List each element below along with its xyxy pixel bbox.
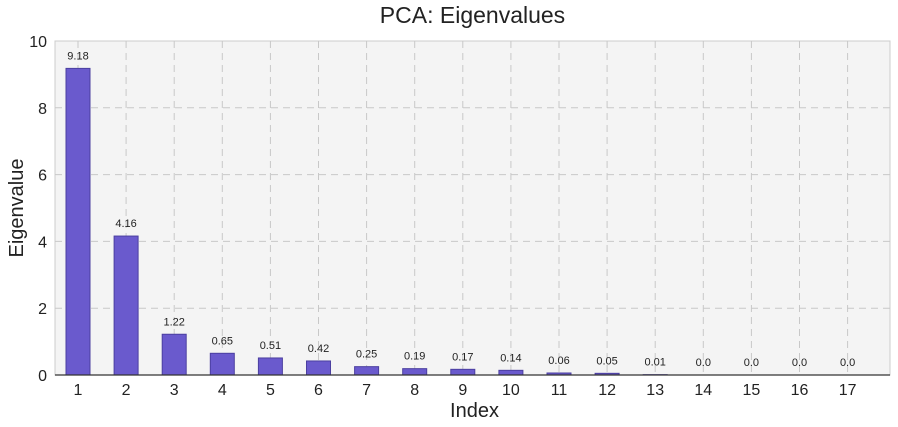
bar bbox=[354, 366, 380, 376]
x-tick-label: 7 bbox=[362, 382, 371, 399]
y-tick-label: 8 bbox=[38, 101, 47, 118]
bar-value-label: 0.0 bbox=[696, 357, 711, 369]
chart-title: PCA: Eigenvalues bbox=[380, 2, 565, 28]
bar-value-label: 0.0 bbox=[744, 357, 759, 369]
x-tick-label: 3 bbox=[170, 382, 179, 399]
bar-value-label: 0.17 bbox=[452, 351, 473, 363]
bar bbox=[450, 368, 476, 376]
y-axis-title: Eigenvalue bbox=[6, 159, 28, 258]
x-tick-label: 1 bbox=[74, 382, 83, 399]
x-tick-label: 4 bbox=[218, 382, 227, 399]
y-tick-label: 0 bbox=[38, 368, 47, 385]
bar-value-label: 0.01 bbox=[644, 357, 665, 369]
bar-value-label: 0.25 bbox=[356, 349, 377, 361]
y-tick-label: 10 bbox=[29, 34, 47, 51]
bar-value-label: 0.0 bbox=[792, 357, 807, 369]
bar-value-label: 0.14 bbox=[500, 352, 521, 364]
x-tick-label: 6 bbox=[314, 382, 323, 399]
bar-value-label: 0.05 bbox=[596, 355, 617, 367]
x-tick-label: 16 bbox=[791, 382, 809, 399]
bar bbox=[65, 67, 91, 376]
y-tick-labels: 0 2 4 6 8 10 bbox=[29, 34, 47, 385]
x-tick-label: 10 bbox=[502, 382, 520, 399]
bar-value-label: 0.0 bbox=[840, 357, 855, 369]
bar-value-label: 0.65 bbox=[212, 335, 233, 347]
x-tick-label: 12 bbox=[598, 382, 616, 399]
x-tick-label: 15 bbox=[743, 382, 761, 399]
bar-value-label: 1.22 bbox=[163, 316, 184, 328]
bar-value-label: 0.42 bbox=[308, 343, 329, 355]
bar-value-label: 0.06 bbox=[548, 355, 569, 367]
bar-value-label: 0.19 bbox=[404, 351, 425, 363]
y-tick-label: 4 bbox=[38, 234, 47, 251]
bar bbox=[113, 235, 139, 376]
x-tick-label: 14 bbox=[694, 382, 712, 399]
bar bbox=[498, 369, 524, 376]
x-tick-label: 8 bbox=[410, 382, 419, 399]
x-tick-label: 9 bbox=[458, 382, 467, 399]
bar bbox=[209, 352, 235, 376]
x-axis-title: Index bbox=[450, 400, 499, 422]
bar bbox=[257, 357, 283, 376]
y-tick-label: 6 bbox=[38, 168, 47, 185]
x-tick-label: 2 bbox=[122, 382, 131, 399]
x-tick-label: 17 bbox=[839, 382, 857, 399]
bar-value-label: 4.16 bbox=[115, 218, 136, 230]
bar-value-label: 9.18 bbox=[67, 50, 88, 62]
bar-value-label: 0.51 bbox=[260, 340, 281, 352]
x-tick-label: 13 bbox=[646, 382, 664, 399]
x-tick-labels: 1 2 3 4 5 6 7 8 9 10 11 12 13 14 15 16 17 bbox=[74, 382, 857, 399]
y-tick-label: 2 bbox=[38, 301, 47, 318]
bar bbox=[306, 360, 331, 376]
value-labels: 9.18 4.16 1.22 0.65 0.51 0.42 0.25 0.19 0.17 0.14… bbox=[67, 50, 855, 369]
bar bbox=[402, 368, 428, 376]
x-tick-label: 11 bbox=[551, 382, 568, 399]
x-tick-label: 5 bbox=[266, 382, 275, 399]
plot-area bbox=[54, 40, 891, 376]
bar bbox=[161, 333, 187, 376]
